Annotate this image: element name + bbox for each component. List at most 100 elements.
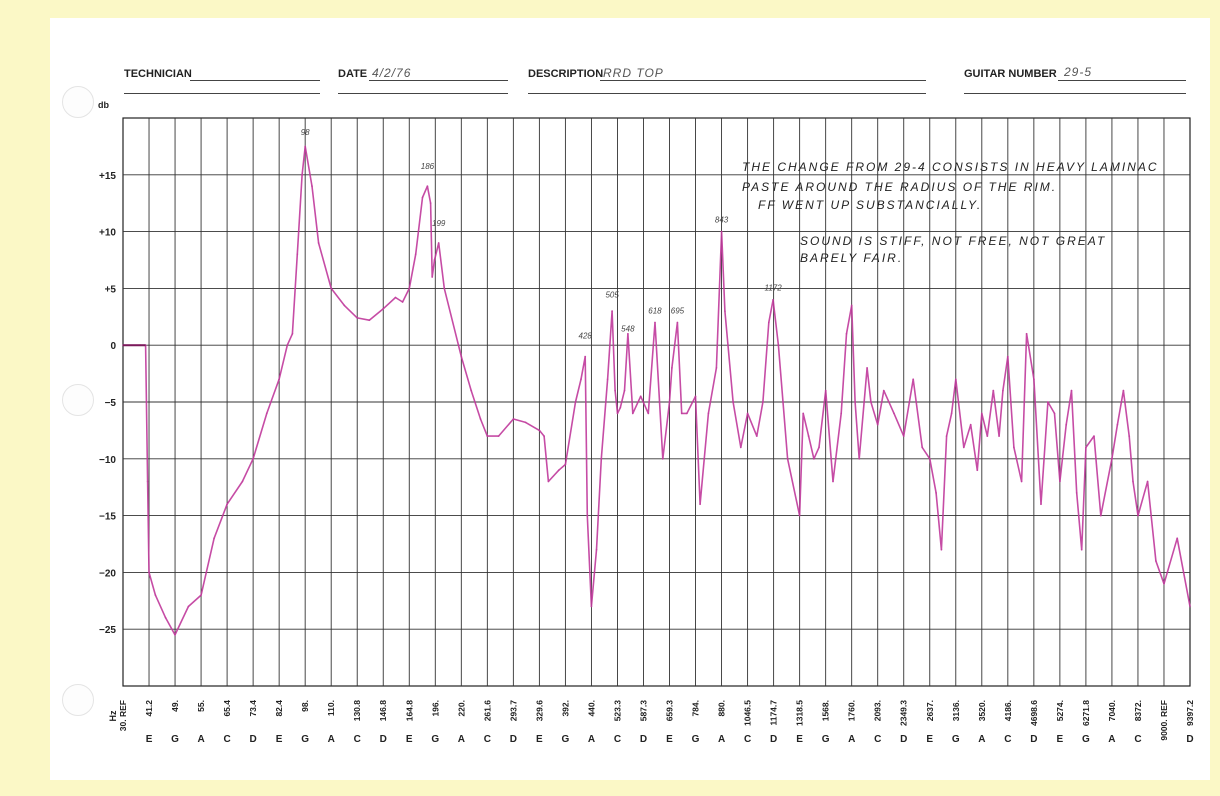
- data-point: [858, 457, 861, 460]
- x-tick-note-label: D: [640, 734, 647, 745]
- data-point: [976, 469, 979, 472]
- data-point: [1085, 446, 1087, 449]
- x-tick-freq-label: 9397.2: [1185, 700, 1195, 726]
- x-tick-freq-label: 659.3: [665, 700, 675, 722]
- data-point: [786, 457, 789, 460]
- x-tick-freq-label: 3520.: [977, 700, 987, 721]
- y-tick-label: 0: [110, 341, 116, 352]
- description-value: RRD TOP: [603, 66, 664, 80]
- x-tick-freq-label: 1568.: [821, 700, 831, 721]
- data-point: [574, 401, 577, 403]
- data-point: [1059, 480, 1061, 483]
- data-point: [600, 457, 603, 460]
- x-tick-freq-label: 146.8: [378, 700, 388, 722]
- data-point: [1176, 537, 1179, 540]
- data-point: [433, 259, 436, 261]
- data-point: [671, 367, 673, 369]
- data-point: [443, 287, 446, 290]
- data-point: [543, 435, 545, 437]
- x-tick-note-label: C: [744, 734, 751, 745]
- x-tick-freq-label: 784.: [691, 700, 701, 717]
- data-point: [1070, 389, 1073, 392]
- data-point: [732, 401, 734, 403]
- peak-annotation: 548: [621, 325, 635, 334]
- x-axis-label: Hz: [108, 710, 118, 721]
- y-axis-label: db: [98, 100, 109, 110]
- data-point: [213, 537, 216, 540]
- data-point: [590, 605, 593, 608]
- y-tick-label: +5: [105, 284, 117, 295]
- data-point: [146, 480, 149, 483]
- data-point: [429, 202, 432, 205]
- data-point: [241, 480, 244, 483]
- description-rule: [600, 80, 926, 81]
- y-tick-label: −25: [99, 625, 116, 636]
- x-tick-freq-label: 164.8: [404, 700, 414, 722]
- data-point: [954, 378, 957, 381]
- data-point: [1075, 492, 1078, 494]
- x-tick-note-label: D: [1030, 734, 1037, 745]
- data-point: [311, 185, 313, 188]
- x-tick-freq-label: 30. REF: [118, 700, 128, 731]
- data-point: [524, 421, 527, 424]
- x-tick-note-label: E: [796, 734, 803, 745]
- data-point: [998, 435, 1000, 437]
- data-point: [639, 395, 642, 398]
- data-point: [164, 616, 167, 619]
- data-point: [174, 634, 176, 636]
- peak-annotation: 98: [301, 128, 310, 137]
- data-point: [1053, 412, 1056, 415]
- data-point: [538, 429, 541, 432]
- x-tick-note-label: A: [1108, 734, 1115, 745]
- x-tick-freq-label: 6271.8: [1081, 700, 1091, 726]
- peak-annotation: 505: [605, 290, 619, 299]
- data-point: [460, 355, 463, 358]
- data-point: [850, 304, 853, 307]
- data-point: [661, 457, 664, 460]
- x-tick-note-label: C: [1134, 734, 1141, 745]
- data-point: [187, 605, 190, 608]
- x-tick-note-label: A: [458, 734, 465, 745]
- data-point: [945, 435, 948, 437]
- data-point: [686, 412, 688, 415]
- description-label: DESCRIPTION: [528, 68, 604, 80]
- x-tick-note-label: C: [614, 734, 621, 745]
- description-rule-2: [528, 93, 926, 94]
- data-point: [921, 446, 924, 449]
- data-point: [992, 389, 995, 392]
- y-tick-label: −10: [99, 455, 116, 466]
- data-point: [807, 435, 810, 437]
- data-point: [882, 389, 885, 392]
- data-point: [818, 446, 820, 449]
- data-point: [1155, 560, 1157, 562]
- data-point: [870, 401, 872, 403]
- note-line-3: FF WENT UP SUBSTANCIALLY.: [758, 198, 983, 212]
- data-point: [813, 457, 815, 460]
- x-tick-freq-label: 55.: [196, 700, 206, 712]
- x-tick-freq-label: 293.7: [508, 700, 518, 722]
- data-point: [330, 287, 333, 290]
- date-rule-2: [338, 93, 508, 94]
- data-point: [866, 367, 868, 369]
- data-point: [840, 412, 843, 415]
- data-point: [595, 548, 598, 551]
- data-point: [824, 389, 827, 392]
- data-point: [154, 594, 157, 596]
- data-point: [1128, 435, 1131, 437]
- data-point: [912, 378, 915, 381]
- data-point: [980, 412, 983, 415]
- data-point: [802, 412, 805, 415]
- data-point: [580, 378, 582, 381]
- data-point: [876, 423, 879, 426]
- data-point: [606, 378, 609, 381]
- x-tick-freq-label: 2093.: [873, 700, 883, 721]
- data-point: [676, 321, 679, 324]
- data-point: [1025, 332, 1028, 335]
- note-line-5: BARELY FAIR.: [800, 251, 904, 265]
- data-point: [584, 355, 587, 358]
- x-tick-freq-label: 329.6: [534, 700, 544, 722]
- data-point: [1033, 378, 1035, 381]
- response-curve: [123, 145, 1191, 636]
- x-tick-note-label: G: [431, 734, 439, 745]
